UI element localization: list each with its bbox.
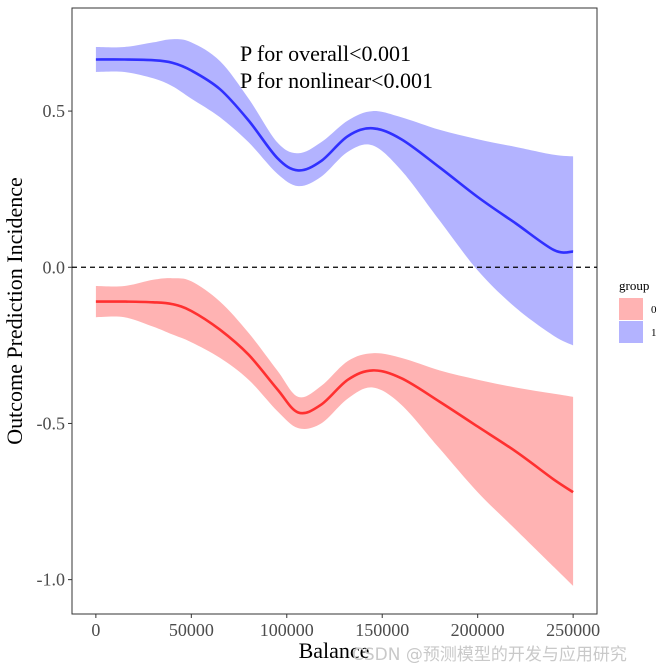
x-axis: 0 50000 100000 150000 200000 250000 <box>91 614 600 640</box>
y-axis: 0.5 0.0 -0.5 -1.0 <box>37 101 72 590</box>
annotation-overall: P for overall<0.001 <box>240 41 411 66</box>
y-tick-label: -1.0 <box>37 570 66 590</box>
x-tick-label: 0 <box>91 620 100 640</box>
fit-line-group-0 <box>95 300 574 494</box>
legend-key-1 <box>619 321 643 343</box>
legend-key-0 <box>619 298 643 320</box>
x-tick-label: 200000 <box>451 620 505 640</box>
legend-label-1: 1 <box>651 327 657 339</box>
legend-label-0: 0 <box>651 304 657 316</box>
x-tick-label: 50000 <box>169 620 214 640</box>
ci-ribbon-group-1 <box>95 39 574 346</box>
x-tick-label: 250000 <box>546 620 600 640</box>
x-tick-label: 150000 <box>355 620 409 640</box>
legend-title: group <box>619 278 649 293</box>
x-axis-title: Balance <box>299 638 370 663</box>
y-tick-label: 0.5 <box>43 101 66 121</box>
line-layer <box>95 58 574 494</box>
watermark: CSDN @预测模型的开发与应用研究 <box>352 645 627 665</box>
annotation-nonlinear: P for nonlinear<0.001 <box>240 68 433 93</box>
y-tick-label: -0.5 <box>37 413 66 433</box>
legend: group 0 1 <box>619 278 657 343</box>
ci-ribbon-group-0 <box>95 278 574 586</box>
fit-line-group-1 <box>95 58 574 254</box>
y-axis-title: Outcome Prediction Incidence <box>2 177 27 445</box>
y-tick-label: 0.0 <box>43 257 66 277</box>
x-tick-label: 100000 <box>260 620 314 640</box>
ribbon-layer <box>95 39 574 586</box>
